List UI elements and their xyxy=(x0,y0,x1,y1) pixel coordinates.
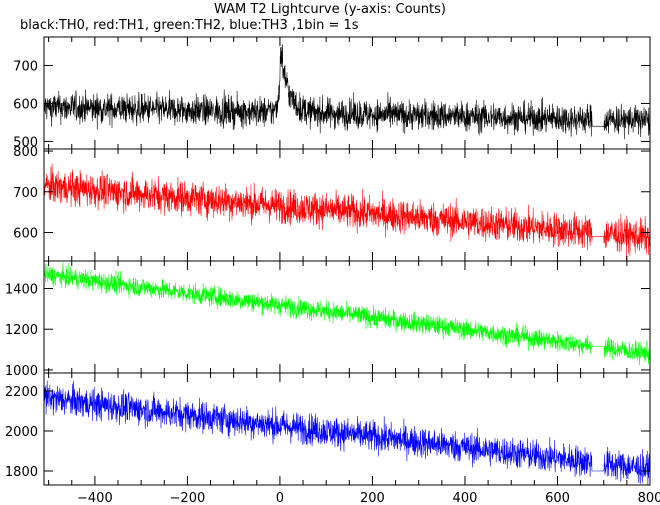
panel-th1: 600 700 800 xyxy=(13,145,651,262)
x-tick-label: −200 xyxy=(170,491,206,505)
x-tick-label: 0 xyxy=(276,491,284,505)
panel-frame-th1 xyxy=(43,148,651,262)
series-line-th2 xyxy=(44,262,650,366)
panel-th3: 1800 2000 2200 xyxy=(5,372,651,486)
panel-frame-th3 xyxy=(43,372,651,486)
x-tick-label: 600 xyxy=(545,491,570,505)
panel-th0: 500 600 700 xyxy=(13,36,651,150)
y-tick-label: 2200 xyxy=(5,385,38,400)
chart-subtitle: black:TH0, red:TH1, green:TH2, blue:TH3 … xyxy=(20,18,359,33)
y-tick-label: 700 xyxy=(13,186,38,201)
y-tick-label: 1000 xyxy=(5,364,38,379)
x-tick-label: 400 xyxy=(453,491,478,505)
x-tick-label: 200 xyxy=(360,491,385,505)
x-tick-label: 800 xyxy=(638,491,660,505)
chart-title: WAM T2 Lightcurve (y-axis: Counts) xyxy=(214,2,446,17)
y-tick-label: 2000 xyxy=(5,425,38,440)
y-tick-label: 800 xyxy=(13,145,38,160)
panel-frame-th2 xyxy=(43,260,651,374)
y-tick-label: 1400 xyxy=(5,282,38,297)
y-tick-label: 700 xyxy=(13,59,38,74)
y-tick-label: 500 xyxy=(13,135,38,150)
panel-frame-th0 xyxy=(43,36,651,150)
series-line-th1 xyxy=(44,163,650,261)
y-tick-label: 1200 xyxy=(5,323,38,338)
y-tick-label: 600 xyxy=(13,226,38,241)
series-line-th0 xyxy=(44,44,650,140)
y-tick-label: 600 xyxy=(13,97,38,112)
x-tick-label: −400 xyxy=(77,491,113,505)
series-line-th3 xyxy=(44,380,650,485)
y-tick-label: 1800 xyxy=(5,465,38,480)
panel-th2: 1000 1200 1400 xyxy=(5,260,651,379)
